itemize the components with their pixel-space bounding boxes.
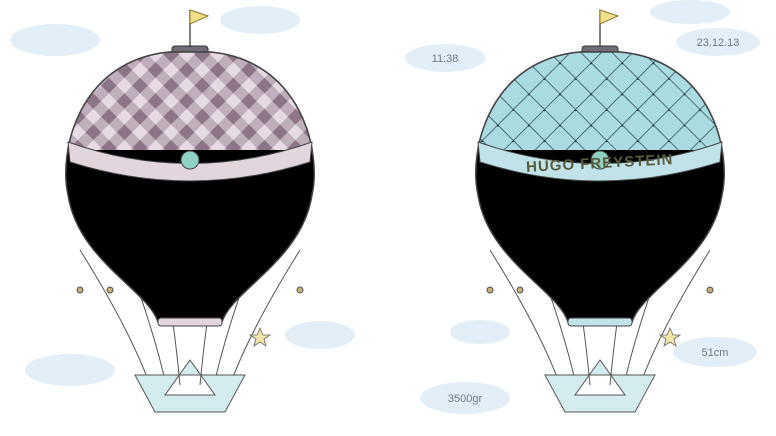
medallion: [590, 150, 610, 170]
date: 23.12.13: [697, 37, 740, 49]
charm: [76, 286, 84, 294]
length: 51cm: [702, 347, 729, 359]
banner: [67, 141, 313, 182]
star: [658, 326, 682, 347]
rope: [229, 249, 301, 386]
envelope-top: [477, 51, 723, 150]
charm: [296, 286, 304, 294]
medallion: [180, 150, 200, 170]
banner: [477, 141, 723, 182]
balloon: [65, 9, 315, 413]
flag: [599, 9, 620, 25]
time: 11:38: [432, 53, 459, 65]
basket-ring: [567, 317, 633, 327]
basket-ring: [157, 317, 223, 327]
balloons: [65, 9, 725, 413]
charm: [106, 286, 114, 294]
flag: [189, 9, 210, 25]
star: [248, 326, 272, 347]
clouds: [10, 0, 760, 414]
weight: 3500gr: [448, 393, 483, 405]
boat: [134, 359, 246, 413]
balloon: [475, 9, 725, 413]
charm: [516, 286, 524, 294]
charm: [706, 286, 714, 294]
boat: [544, 359, 656, 413]
envelope-top: [67, 51, 313, 150]
rope: [639, 249, 711, 386]
rope: [79, 249, 151, 386]
rope: [489, 249, 561, 386]
charm: [486, 286, 494, 294]
